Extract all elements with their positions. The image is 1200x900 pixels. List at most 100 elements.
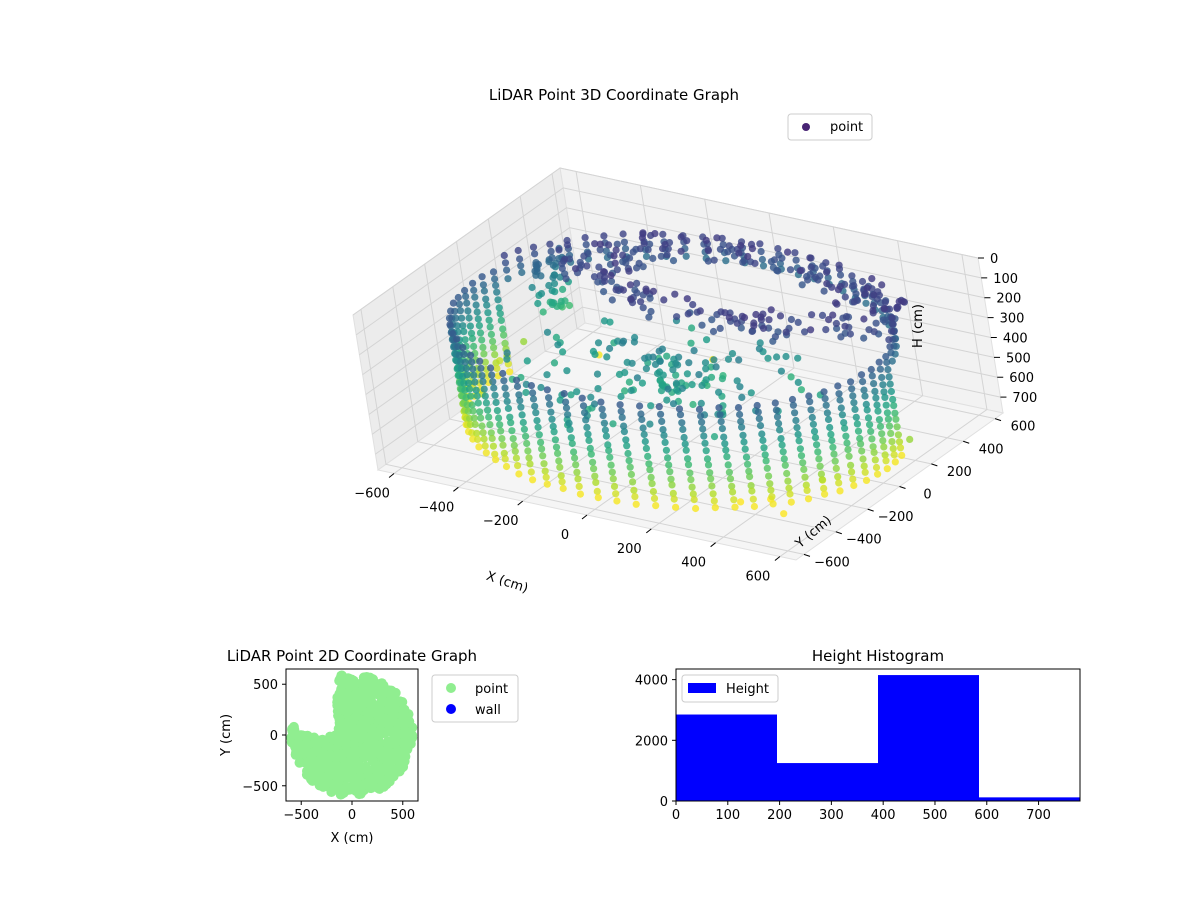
data-point — [373, 768, 384, 779]
data-point — [886, 343, 894, 351]
data-point — [504, 275, 512, 283]
data-point — [520, 338, 528, 346]
data-point — [592, 478, 600, 486]
data-point — [701, 439, 709, 447]
data-point — [620, 428, 629, 436]
data-point — [600, 419, 609, 427]
data-point — [606, 453, 614, 461]
data-point — [723, 453, 731, 461]
data-point — [815, 455, 823, 463]
data-point — [686, 469, 694, 477]
data-point — [725, 313, 733, 321]
data-point — [348, 714, 359, 725]
data-point — [483, 301, 491, 309]
data-point — [698, 381, 706, 390]
z-tick-label: 400 — [1003, 331, 1028, 346]
chart-2d: −500 0 500 −500 0 500 X (cm) Y (cm) LiDAR Point … — [219, 647, 519, 846]
data-point — [702, 447, 710, 455]
data-point — [626, 281, 635, 289]
data-point — [662, 446, 671, 454]
data-point — [466, 322, 474, 330]
data-point — [559, 348, 567, 356]
grid-z — [352, 167, 979, 316]
data-point — [807, 263, 815, 271]
data-point — [517, 262, 525, 270]
data-point — [633, 279, 641, 287]
data-point — [698, 321, 706, 329]
z-axis-label: H (cm) — [911, 304, 926, 348]
data-point — [503, 266, 511, 274]
y-tick-label: −400 — [846, 533, 882, 548]
data-point — [729, 488, 737, 496]
data-point — [711, 504, 719, 512]
data-point — [461, 336, 469, 344]
data-point — [863, 406, 871, 414]
data-point — [663, 396, 671, 404]
data-point — [572, 265, 580, 273]
data-point — [620, 422, 628, 430]
data-point — [488, 371, 496, 379]
data-point — [627, 386, 635, 395]
data-point — [534, 423, 542, 431]
data-point — [684, 310, 692, 318]
data-point — [502, 391, 510, 399]
data-point — [773, 353, 781, 361]
data-point — [647, 307, 655, 316]
data-point — [491, 391, 499, 399]
data-point — [722, 446, 730, 454]
data-point — [528, 283, 536, 292]
data-point — [594, 494, 602, 502]
data-point — [632, 500, 640, 508]
data-point — [636, 402, 644, 410]
data-point — [883, 465, 891, 473]
data-point — [666, 468, 674, 476]
data-point — [610, 252, 618, 260]
data-point — [856, 434, 864, 443]
data-point — [546, 400, 554, 408]
data-point — [895, 438, 904, 446]
data-point — [823, 268, 831, 276]
data-point — [647, 402, 655, 410]
data-point — [750, 502, 759, 511]
data-point — [479, 378, 487, 386]
data-point — [476, 329, 485, 337]
data-point — [549, 273, 557, 282]
data-point — [471, 420, 479, 428]
data-point — [535, 431, 543, 439]
data-point — [665, 461, 673, 469]
data-point — [776, 260, 785, 268]
data-point — [733, 319, 741, 327]
data-point — [659, 245, 667, 253]
data-point — [616, 401, 624, 409]
x-tick-mark — [388, 473, 395, 478]
data-point — [447, 307, 455, 315]
data-point — [896, 444, 905, 452]
data-point — [590, 273, 599, 281]
data-point — [868, 435, 876, 443]
data-point — [511, 447, 519, 455]
x-tick-label: 400 — [681, 556, 706, 571]
data-point — [755, 345, 764, 353]
data-point — [501, 259, 510, 267]
data-point — [332, 697, 343, 708]
data-point — [486, 323, 494, 331]
data-point — [730, 496, 738, 504]
data-point — [547, 247, 555, 255]
data-point — [704, 461, 713, 469]
data-point — [593, 487, 601, 495]
data-point — [463, 371, 471, 379]
data-point — [754, 408, 762, 416]
data-point — [759, 262, 768, 270]
data-point — [850, 399, 858, 407]
data-point — [806, 398, 814, 406]
data-point — [859, 378, 867, 386]
data-point — [820, 388, 828, 396]
data-point — [371, 678, 382, 689]
data-point — [737, 324, 745, 332]
data-point — [774, 267, 782, 275]
data-point — [885, 422, 894, 430]
data-point — [459, 344, 467, 352]
data-point — [469, 407, 477, 415]
data-point — [518, 411, 526, 419]
data-point — [581, 409, 589, 417]
